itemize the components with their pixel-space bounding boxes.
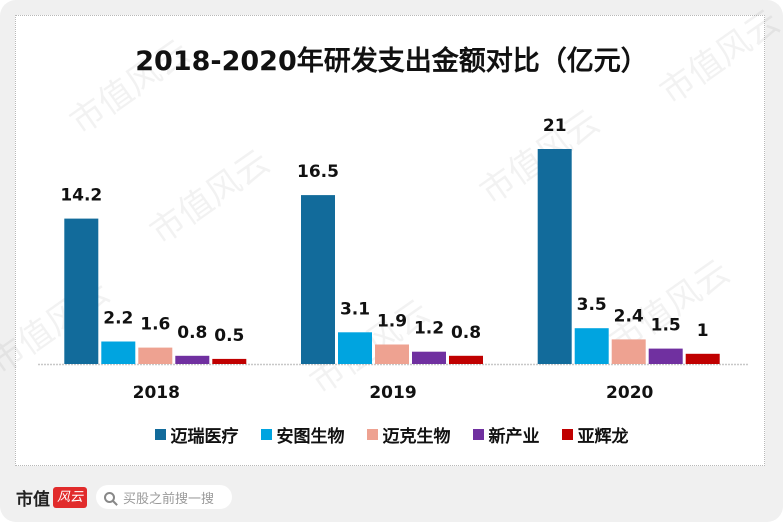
data-label: 1 bbox=[697, 321, 709, 341]
data-label: 0.8 bbox=[177, 323, 207, 343]
legend-item: 安图生物 bbox=[260, 422, 345, 447]
data-label: 16.5 bbox=[297, 162, 339, 182]
data-label: 3.5 bbox=[577, 295, 607, 315]
data-label: 1.2 bbox=[414, 319, 444, 339]
search-placeholder: 买股之前搜一搜 bbox=[123, 491, 215, 507]
legend-swatch bbox=[366, 429, 378, 440]
bar-2019-4 bbox=[449, 355, 483, 364]
bar-2020-3 bbox=[648, 348, 683, 364]
data-label: 3.1 bbox=[340, 299, 370, 319]
data-label: 1.6 bbox=[140, 315, 170, 335]
bar-2019-0 bbox=[301, 195, 335, 364]
bar-2019-1 bbox=[338, 332, 372, 364]
data-label: 21 bbox=[543, 116, 567, 136]
data-label: 0.8 bbox=[451, 323, 481, 343]
legend-swatch bbox=[154, 429, 166, 440]
data-label: 14.2 bbox=[60, 186, 102, 206]
bar-2018-1 bbox=[101, 341, 136, 364]
bar-2018-3 bbox=[175, 355, 210, 364]
brand-logo-text: 市值 bbox=[16, 489, 50, 510]
bar-2020-0 bbox=[537, 149, 572, 364]
search-icon bbox=[104, 491, 116, 503]
bar-2018-4 bbox=[212, 358, 247, 364]
data-label: 2.4 bbox=[614, 306, 644, 326]
search-input[interactable]: 买股之前搜一搜 bbox=[96, 485, 233, 509]
legend-swatch bbox=[561, 429, 573, 440]
legend-item: 新产业 bbox=[472, 422, 540, 447]
x-tick-label: 2019 bbox=[369, 383, 416, 403]
chart-legend: 迈瑞医疗 安图生物 迈克生物 新产业 亚辉龙 bbox=[0, 422, 783, 447]
legend-item: 迈克生物 bbox=[366, 422, 451, 447]
data-label: 2.2 bbox=[103, 309, 133, 329]
chart-card bbox=[15, 15, 765, 466]
chart-title: 2018-2020年研发支出金额对比（亿元） bbox=[135, 46, 648, 77]
legend-label: 亚辉龙 bbox=[577, 427, 629, 447]
bar-2020-1 bbox=[574, 328, 609, 364]
legend-swatch bbox=[472, 429, 484, 440]
data-label: 0.5 bbox=[214, 326, 244, 346]
bar-2018-2 bbox=[138, 347, 173, 364]
x-tick-label: 2018 bbox=[133, 383, 180, 403]
x-tick-label: 2020 bbox=[606, 383, 653, 403]
bar-2018-0 bbox=[64, 218, 99, 364]
data-label: 1.9 bbox=[377, 312, 407, 332]
bar-2019-3 bbox=[412, 351, 446, 364]
legend-item: 亚辉龙 bbox=[561, 422, 629, 447]
legend-label: 迈克生物 bbox=[382, 427, 451, 447]
legend-label: 迈瑞医疗 bbox=[170, 427, 239, 447]
footer-bar: 市值 风云 买股之前搜一搜 bbox=[16, 484, 233, 510]
brand-logo-badge: 风云 bbox=[53, 486, 88, 508]
data-label: 1.5 bbox=[651, 316, 681, 336]
legend-item: 迈瑞医疗 bbox=[154, 422, 239, 447]
legend-swatch bbox=[260, 429, 272, 440]
legend-label: 安图生物 bbox=[276, 427, 345, 447]
bar-2020-4 bbox=[685, 353, 720, 364]
legend-label: 新产业 bbox=[488, 427, 540, 447]
bar-2020-2 bbox=[611, 339, 646, 364]
bar-2019-2 bbox=[375, 344, 409, 364]
